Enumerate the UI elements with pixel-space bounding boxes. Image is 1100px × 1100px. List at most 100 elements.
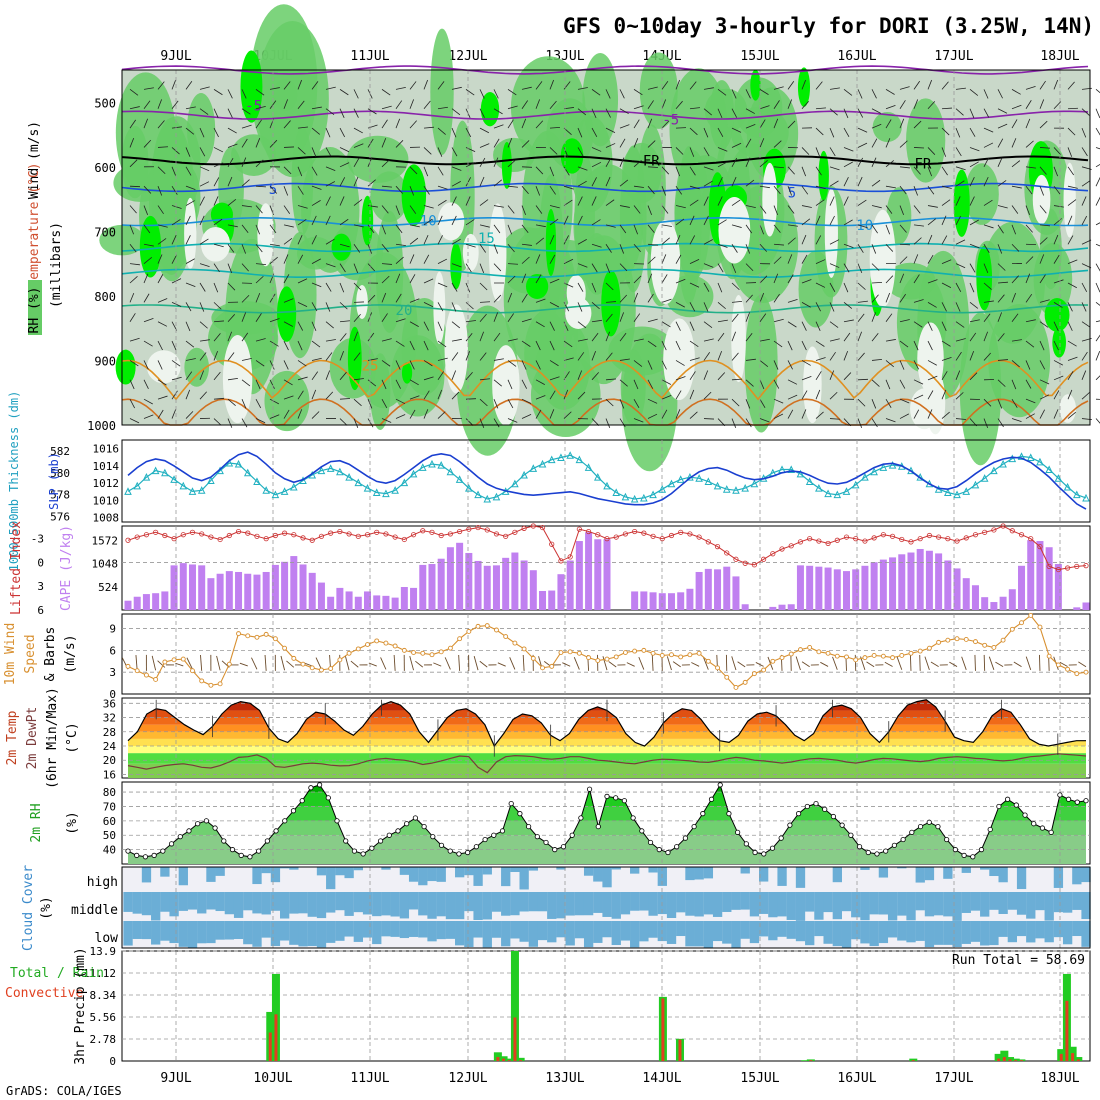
cape-bar	[520, 560, 528, 610]
wind-barb	[213, 302, 222, 310]
wind-barb	[1095, 320, 1100, 323]
thickness-marker	[289, 482, 298, 491]
cloud-bar	[1026, 892, 1036, 919]
wind-barb	[619, 294, 628, 303]
wind-barb	[577, 87, 588, 90]
wind-barb	[1039, 120, 1048, 129]
temp2m-label: 2m Temp	[5, 710, 20, 765]
wind-barb	[269, 100, 277, 109]
wind-barb	[241, 224, 249, 234]
wind-marker	[770, 658, 776, 664]
wind-barb	[437, 282, 448, 288]
rh-humid-area	[186, 92, 216, 166]
wind-barb	[1039, 299, 1050, 303]
cloud-bar	[639, 921, 649, 942]
wind-barb	[731, 127, 742, 133]
wind-barb	[535, 120, 544, 129]
cloud-bar	[501, 921, 511, 947]
cloud-bar	[915, 921, 925, 941]
cloud-bar	[1035, 921, 1045, 939]
wind-barb	[381, 205, 389, 214]
wind-barb	[157, 205, 164, 215]
wind-barb	[745, 312, 751, 322]
rh-label: RH (%)	[27, 287, 42, 334]
wind-barb	[143, 340, 153, 347]
precip-convective-bar	[1076, 1059, 1080, 1061]
wind-barb	[647, 379, 654, 389]
rh-saturated-area	[240, 50, 263, 123]
wind-barb	[924, 656, 930, 671]
wind-barb	[1053, 390, 1060, 400]
cloud-bar	[1026, 921, 1036, 943]
wind-barb	[255, 418, 266, 424]
rh-marker	[1048, 829, 1054, 835]
wind-barb	[829, 282, 836, 292]
cloud-bar	[344, 921, 354, 937]
li-marker	[733, 556, 739, 562]
wind-barb	[451, 147, 458, 157]
wind-barb	[675, 278, 686, 284]
wind-barb	[1053, 321, 1059, 331]
cloud-bar	[1035, 892, 1045, 911]
wind-barb	[367, 379, 377, 387]
wind-barb	[325, 339, 336, 342]
wind-barb	[773, 86, 784, 90]
wind-barb	[1059, 661, 1068, 667]
thickness-marker	[345, 473, 353, 481]
wind-barb	[961, 656, 967, 670]
wind-barb	[325, 238, 335, 245]
wind-barb	[661, 340, 667, 351]
wind-barb	[255, 360, 265, 367]
rh-marker	[621, 798, 628, 804]
wind-barb	[350, 660, 359, 668]
isotherm-label: 5	[788, 186, 796, 202]
run-total-label: Run Total = 58.69	[952, 953, 1085, 968]
wind-marker	[1037, 624, 1043, 630]
wind-barb	[549, 376, 560, 381]
wind-barb	[213, 418, 222, 426]
rh-marker	[987, 826, 993, 833]
wind-barb	[395, 398, 406, 405]
wind-barb	[843, 127, 850, 137]
slp-tick: 1012	[93, 477, 120, 490]
wind-barb	[941, 411, 950, 419]
wind-barb	[689, 107, 700, 110]
wind-barb	[773, 398, 784, 404]
wind-barb	[465, 219, 475, 226]
wind-barb	[1053, 340, 1059, 351]
wind-barb	[1039, 166, 1047, 175]
wind-barb	[1067, 371, 1074, 381]
wind-barb	[745, 138, 752, 148]
wind-barb	[647, 293, 654, 303]
cape-bar	[741, 604, 749, 610]
wind-barb	[255, 119, 262, 129]
thickness-marker	[667, 479, 676, 488]
wind-barb	[689, 371, 696, 381]
rh-marker	[978, 847, 985, 853]
rh-marker	[726, 811, 732, 817]
wind-marker	[1065, 666, 1071, 672]
wind-barb	[759, 418, 770, 423]
wind-barb	[297, 126, 308, 129]
cloud-bar	[436, 867, 446, 882]
wind-barb	[255, 398, 262, 409]
cloud-bar	[851, 892, 861, 918]
thickness-marker	[649, 490, 657, 499]
precip-convective-bar	[1065, 1000, 1069, 1061]
wind-barb	[913, 120, 922, 129]
wind-barb	[129, 276, 138, 284]
wind-barb	[129, 379, 135, 390]
rh-dry-area	[492, 345, 520, 426]
wind-barb	[507, 263, 519, 265]
rh-marker	[769, 845, 776, 851]
wind-barb	[983, 398, 992, 407]
wind-barb	[493, 418, 500, 428]
li-marker	[281, 530, 288, 536]
wind-barb	[200, 654, 203, 671]
wind-barb	[409, 166, 418, 175]
wind-marker	[834, 653, 840, 659]
wind-barb	[703, 108, 712, 116]
wind-barb	[171, 409, 177, 419]
wind-barb	[507, 313, 514, 322]
wind-barb	[479, 143, 490, 148]
